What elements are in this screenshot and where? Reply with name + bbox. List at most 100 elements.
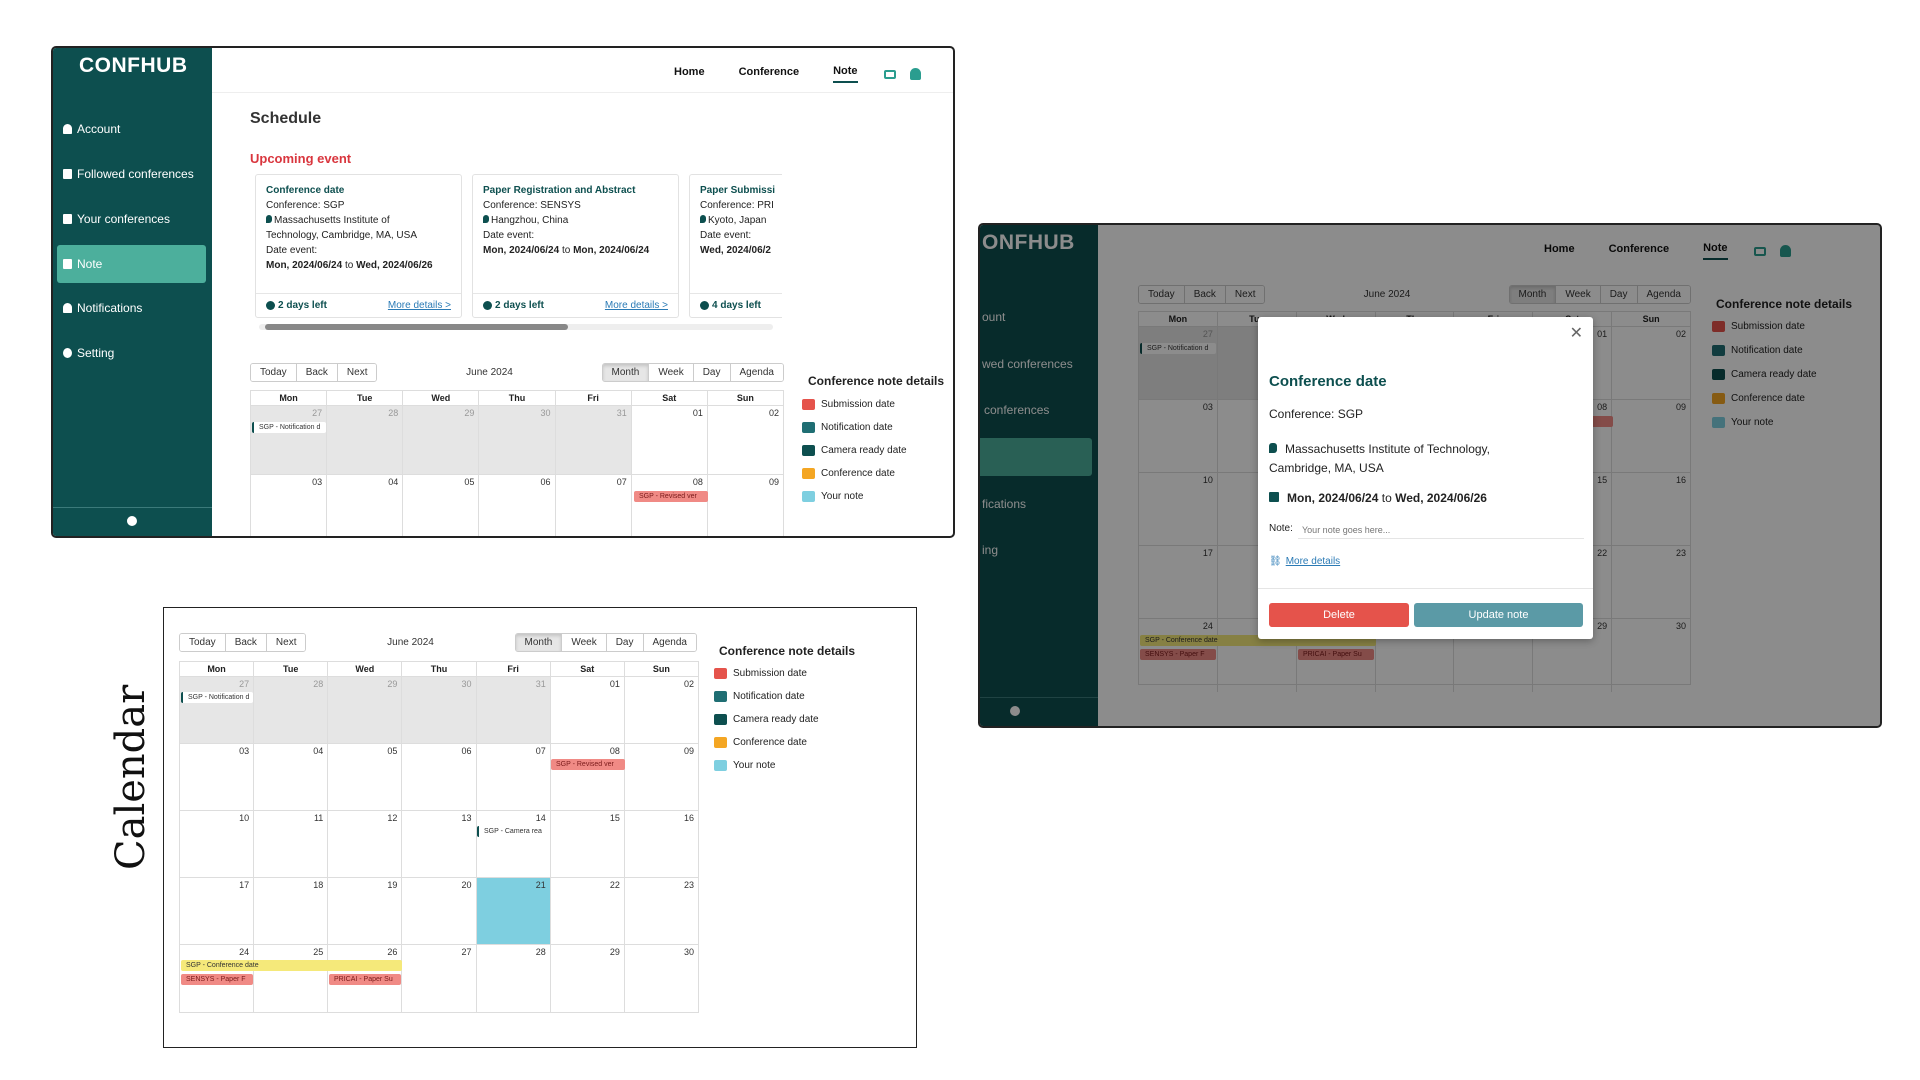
calendar-event[interactable]: SENSYS - Paper F (181, 974, 253, 985)
day-cell[interactable]: 04 (326, 475, 402, 536)
day-cell[interactable]: 13 (401, 811, 475, 877)
event-card[interactable]: Conference date Conference: SGP Massachu… (255, 174, 462, 318)
calendar-event[interactable]: SGP - Revised ver (551, 759, 625, 770)
sidebar-item-your-conferences[interactable]: conferences (984, 403, 1050, 417)
view-day-button[interactable]: Day (693, 364, 731, 381)
today-button[interactable]: Today (251, 364, 297, 381)
day-cell[interactable]: 29 (549, 945, 624, 1012)
back-button[interactable]: Back (225, 634, 267, 651)
nav-conference[interactable]: Conference (738, 66, 800, 78)
day-cell[interactable]: 16 (623, 811, 698, 877)
day-cell[interactable]: 24 (1202, 621, 1213, 631)
notification-bell-icon[interactable] (909, 68, 921, 80)
more-details-link[interactable]: ⛓ More details (1269, 556, 1341, 567)
day-cell[interactable]: 24 (239, 947, 250, 957)
nav-home[interactable]: Home (1544, 243, 1575, 255)
calendar-event[interactable]: SGP - Revised ver (634, 491, 708, 502)
day-cell[interactable]: 30 (401, 677, 476, 743)
update-note-button[interactable]: Update note (1414, 603, 1583, 627)
day-cell[interactable]: 15 (549, 811, 624, 877)
day-cell[interactable]: 17 (239, 880, 250, 890)
calendar-event[interactable]: SGP - Conference date (1140, 635, 1376, 646)
day-cell[interactable]: 10 (239, 813, 250, 823)
day-cell[interactable]: 02 (1611, 327, 1690, 399)
event-card[interactable]: Paper Registration and Abstract Conferen… (472, 174, 679, 318)
sidebar-item-notifications[interactable]: fications (982, 497, 1027, 511)
sidebar-item-followed-conferences[interactable]: wed conferences (982, 357, 1073, 371)
sidebar-item-followed-conferences[interactable]: Followed conferences (57, 155, 206, 193)
day-cell[interactable]: 18 (253, 878, 327, 944)
day-cell[interactable]: 05 (402, 475, 478, 536)
day-cell[interactable]: 25 (253, 945, 327, 1012)
sidebar-item-notifications[interactable]: Notifications (57, 289, 206, 327)
day-cell[interactable]: 09 (706, 475, 783, 536)
view-day-button[interactable]: Day (606, 634, 644, 651)
sidebar-item-account[interactable]: Account (57, 110, 206, 148)
day-cell[interactable]: 26 (327, 945, 401, 1012)
day-cell[interactable]: 23 (623, 878, 698, 944)
day-cell[interactable]: 08 (549, 744, 624, 810)
day-cell[interactable]: 27 (180, 677, 254, 743)
day-cell[interactable]: 30 (1611, 619, 1690, 692)
next-button[interactable]: Next (266, 634, 306, 651)
notification-bell-icon[interactable] (1779, 245, 1791, 257)
day-cell[interactable]: 27 (1139, 327, 1217, 399)
back-button[interactable]: Back (296, 364, 338, 381)
nav-conference[interactable]: Conference (1608, 243, 1670, 255)
today-button[interactable]: Today (1139, 286, 1185, 303)
view-week-button[interactable]: Week (649, 364, 694, 381)
day-cell[interactable]: 03 (312, 477, 323, 487)
day-cell[interactable]: 11 (253, 811, 327, 877)
day-cell[interactable]: 30 (623, 945, 698, 1012)
day-cell[interactable]: 14 (475, 811, 550, 877)
sidebar-item-setting[interactable]: ing (982, 543, 999, 557)
today-button[interactable]: Today (180, 634, 226, 651)
day-cell[interactable]: 28 (475, 945, 550, 1012)
day-cell[interactable]: 09 (1611, 400, 1690, 472)
day-cell[interactable]: 07 (475, 744, 550, 810)
collapse-sidebar-icon[interactable] (127, 516, 137, 526)
day-cell[interactable]: 29 (1532, 619, 1611, 692)
sidebar-item-setting[interactable]: Setting (57, 334, 206, 372)
day-cell[interactable]: 31 (554, 406, 631, 474)
view-agenda-button[interactable]: Agenda (643, 634, 696, 651)
day-cell[interactable]: 23 (1611, 546, 1690, 618)
nav-note[interactable]: Note (833, 65, 858, 83)
day-cell[interactable]: 02 (706, 406, 783, 474)
day-cell[interactable]: 01 (549, 677, 624, 743)
view-agenda-button[interactable]: Agenda (730, 364, 783, 381)
event-card[interactable]: Paper Submissi Conference: PRI Kyoto, Ja… (689, 174, 782, 318)
note-input[interactable] (1298, 521, 1584, 539)
calendar-event[interactable]: PRICAI - Paper Su (329, 974, 401, 985)
back-button[interactable]: Back (1184, 286, 1226, 303)
day-cell[interactable]: 06 (478, 475, 554, 536)
calendar-event[interactable]: SGP - Conference date (181, 960, 402, 971)
calendar-event[interactable]: SGP - Notification d (181, 692, 253, 703)
more-details-link[interactable]: More details > (604, 300, 668, 311)
scrollbar-thumb[interactable] (265, 324, 568, 330)
day-cell[interactable]: 06 (401, 744, 475, 810)
calendar-event[interactable]: SGP - Notification d (1140, 343, 1216, 354)
view-day-button[interactable]: Day (1600, 286, 1638, 303)
collapse-sidebar-icon[interactable] (1010, 706, 1020, 716)
view-week-button[interactable]: Week (1556, 286, 1601, 303)
calendar-event[interactable]: SGP - Notification d (252, 422, 326, 433)
day-cell[interactable]: 20 (401, 878, 475, 944)
next-button[interactable]: Next (337, 364, 377, 381)
view-week-button[interactable]: Week (562, 634, 607, 651)
day-cell[interactable]: 12 (327, 811, 401, 877)
nav-note[interactable]: Note (1703, 242, 1728, 260)
day-cell[interactable]: 28 (326, 406, 403, 474)
card-icon[interactable] (883, 69, 896, 79)
day-cell[interactable]: 02 (623, 677, 698, 743)
calendar-event[interactable]: SENSYS - Paper F (1140, 649, 1216, 660)
sidebar-item-note[interactable]: Note (57, 245, 206, 283)
view-agenda-button[interactable]: Agenda (1637, 286, 1690, 303)
calendar-event[interactable]: PRICAI - Paper Su (1298, 649, 1374, 660)
day-cell[interactable]: 04 (253, 744, 327, 810)
day-cell[interactable]: 17 (1202, 548, 1213, 558)
delete-button[interactable]: Delete (1269, 603, 1409, 627)
day-cell[interactable]: 01 (630, 406, 707, 474)
sidebar-item-your-conferences[interactable]: Your conferences (57, 200, 206, 238)
day-cell[interactable]: 07 (554, 475, 631, 536)
